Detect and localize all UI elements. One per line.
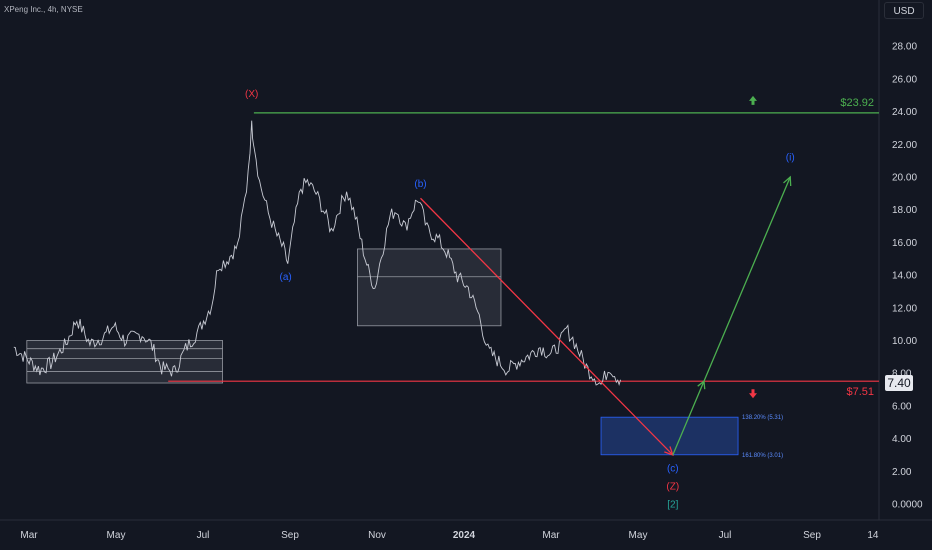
x-tick-label-3: Jul bbox=[197, 530, 210, 541]
wave-label-5: (Z) bbox=[666, 481, 679, 492]
x-tick-label-2: May bbox=[107, 530, 126, 541]
wave-label-3: (b) bbox=[414, 179, 426, 190]
support-label: $7.51 bbox=[846, 386, 874, 398]
y-tick-label-13: 24.00 bbox=[892, 107, 917, 118]
y-tick-label-4: 6.00 bbox=[892, 401, 912, 412]
support-arrow-icon bbox=[749, 389, 757, 399]
x-tick-label-1: Mar bbox=[20, 530, 38, 541]
x-tick-label-8: May bbox=[629, 530, 648, 541]
projection-lines bbox=[420, 175, 792, 457]
wave-label-2: (a) bbox=[280, 272, 292, 283]
wave-label-1: (X) bbox=[245, 89, 258, 100]
projection-line-1 bbox=[420, 197, 674, 456]
y-tick-label-11: 20.00 bbox=[892, 173, 917, 184]
consolidation-box-1 bbox=[26, 340, 223, 384]
projection-midpoint-arrowhead bbox=[697, 379, 706, 390]
wave-label-7: (i) bbox=[786, 153, 795, 164]
x-tick-label-11: 14 bbox=[867, 530, 879, 541]
resistance-label: $23.92 bbox=[840, 97, 874, 109]
consolidation-boxes bbox=[26, 248, 502, 384]
price-series bbox=[13, 120, 622, 386]
price-line bbox=[13, 120, 622, 386]
y-tick-label-1: 0.0000 bbox=[892, 500, 923, 511]
x-tick-label-9: Jul bbox=[719, 530, 732, 541]
x-tick-label-10: Sep bbox=[803, 530, 821, 541]
currency-button[interactable]: USD bbox=[884, 2, 924, 19]
y-tick-label-2: 2.00 bbox=[892, 467, 912, 478]
x-tick-label-6: 2024 bbox=[453, 530, 476, 541]
symbol-title: XPeng Inc., 4h, NYSE bbox=[4, 5, 83, 14]
target-zone: 138.20% (5.31) 161.80% (3.01) bbox=[600, 415, 783, 459]
last-price-badge: 7.40 bbox=[885, 375, 913, 391]
fib-label-2: 161.80% (3.01) bbox=[742, 453, 783, 459]
y-tick-label-15: 28.00 bbox=[892, 42, 917, 53]
y-tick-label-10: 18.00 bbox=[892, 205, 917, 216]
y-tick-label-3: 4.00 bbox=[892, 434, 912, 445]
y-tick-label-9: 16.00 bbox=[892, 238, 917, 249]
time-axis[interactable]: Mar May Jul Sep Nov 2024 Mar May Jul Sep 14 bbox=[20, 530, 879, 541]
target-zone-box bbox=[600, 416, 739, 456]
key-levels: $23.92 $7.51 bbox=[168, 95, 879, 399]
wave-labels: (X) (a) (b) (c) (Z) [2] (i) bbox=[245, 89, 795, 510]
price-axis[interactable]: 0.0000 2.00 4.00 6.00 8.00 10.00 12.00 14.00 16.… bbox=[892, 42, 923, 511]
fib-label-1: 138.20% (5.31) bbox=[742, 415, 783, 421]
y-tick-label-7: 12.00 bbox=[892, 303, 917, 314]
projection-arrowhead-2 bbox=[783, 175, 792, 187]
y-tick-label-5: 8.00 bbox=[892, 369, 912, 380]
y-tick-label-6: 10.00 bbox=[892, 336, 917, 347]
x-tick-label-5: Nov bbox=[368, 530, 386, 541]
y-tick-label-8: 14.00 bbox=[892, 271, 917, 282]
x-tick-label-7: Mar bbox=[542, 530, 560, 541]
y-tick-label-12: 22.00 bbox=[892, 140, 917, 151]
resistance-arrow-icon bbox=[749, 95, 757, 105]
consolidation-box-2 bbox=[357, 248, 502, 327]
projection-line-2 bbox=[672, 176, 791, 456]
wave-label-4: (c) bbox=[667, 463, 679, 474]
wave-label-6: [2] bbox=[667, 499, 678, 510]
x-tick-label-4: Sep bbox=[281, 530, 299, 541]
y-tick-label-14: 26.00 bbox=[892, 74, 917, 85]
